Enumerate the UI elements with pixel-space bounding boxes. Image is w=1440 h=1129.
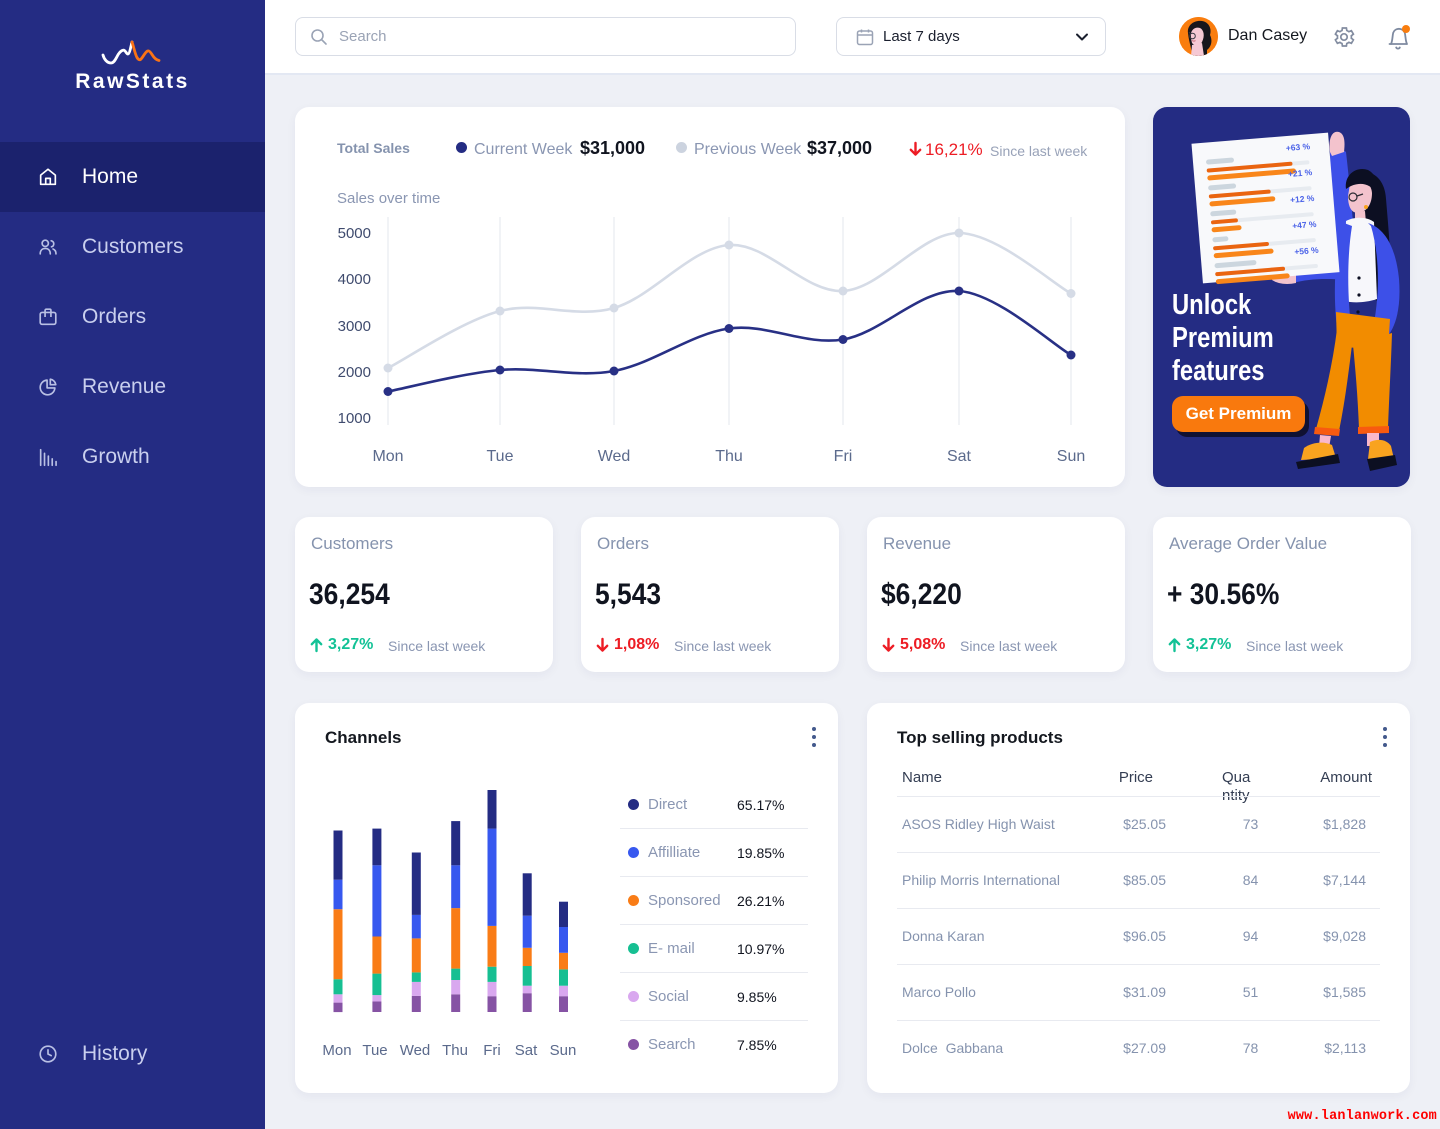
svg-text:3000: 3000 — [338, 318, 371, 335]
svg-text:Mon: Mon — [372, 448, 403, 465]
svg-text:Fri: Fri — [483, 1042, 501, 1059]
svg-text:Mon: Mon — [322, 1042, 351, 1059]
svg-text:Fri: Fri — [834, 448, 853, 465]
svg-text:Wed: Wed — [400, 1042, 431, 1059]
svg-text:+47 %: +47 % — [1292, 219, 1318, 231]
svg-text:Sat: Sat — [515, 1042, 538, 1059]
svg-text:+56 %: +56 % — [1294, 245, 1320, 257]
svg-text:1000: 1000 — [338, 410, 371, 427]
svg-text:4000: 4000 — [338, 271, 371, 288]
svg-text:+63 %: +63 % — [1285, 141, 1311, 153]
svg-text:Wed: Wed — [598, 448, 631, 465]
svg-text:Tue: Tue — [487, 448, 514, 465]
svg-text:Thu: Thu — [442, 1042, 468, 1059]
svg-text:Tue: Tue — [362, 1042, 387, 1059]
svg-text:Thu: Thu — [715, 448, 743, 465]
svg-text:Sun: Sun — [1057, 448, 1085, 465]
svg-text:+21 %: +21 % — [1288, 167, 1314, 179]
svg-text:2000: 2000 — [338, 364, 371, 381]
svg-text:Sun: Sun — [550, 1042, 577, 1059]
svg-text:Sat: Sat — [947, 448, 972, 465]
svg-text:5000: 5000 — [338, 225, 371, 242]
svg-text:+12 %: +12 % — [1290, 193, 1316, 205]
